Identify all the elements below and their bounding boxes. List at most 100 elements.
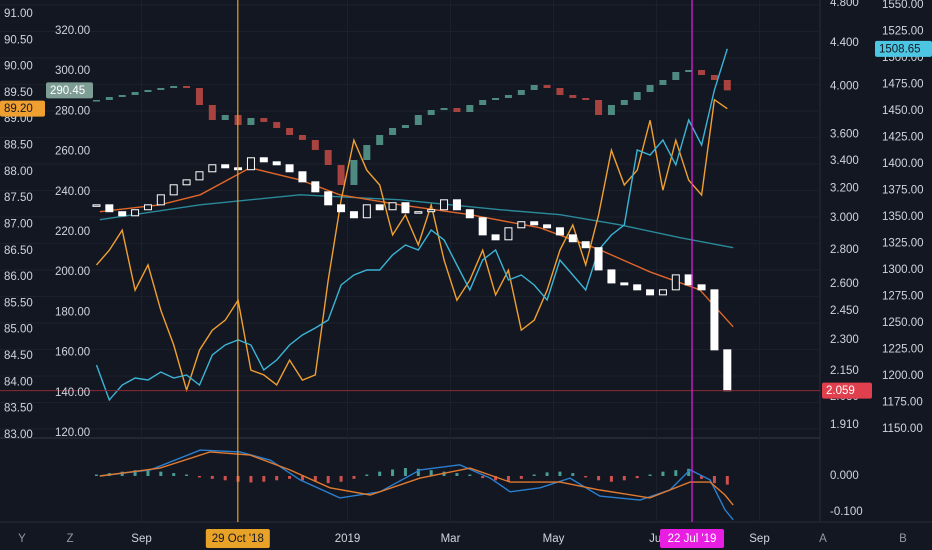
toolbar-button[interactable]: Z bbox=[66, 533, 73, 545]
histogram-bar bbox=[275, 475, 279, 481]
candle bbox=[324, 191, 333, 206]
candle bbox=[195, 171, 204, 181]
candle bbox=[620, 99, 628, 106]
y-tick-label: 180.00 bbox=[55, 306, 90, 318]
y-tick-label: 1525.00 bbox=[882, 26, 924, 38]
histogram-bar bbox=[519, 475, 523, 479]
price-label-box bbox=[46, 82, 93, 99]
y-tick-label: 1250.00 bbox=[882, 317, 924, 329]
y-tick-label: 90.50 bbox=[4, 34, 33, 46]
histogram-bar bbox=[712, 475, 716, 484]
y-tick-label: 83.50 bbox=[4, 403, 33, 415]
candle bbox=[607, 269, 616, 284]
y-tick-label: 87.00 bbox=[4, 218, 33, 230]
y-tick-label: 1300.00 bbox=[882, 264, 924, 276]
candle bbox=[427, 109, 435, 115]
candle bbox=[568, 234, 577, 243]
histogram-bar bbox=[506, 475, 510, 482]
histogram-bar bbox=[378, 471, 382, 476]
candle bbox=[697, 284, 706, 291]
y-tick-label: 3.000 bbox=[830, 212, 859, 224]
y-tick-label: 1425.00 bbox=[882, 132, 924, 144]
candle bbox=[672, 71, 680, 80]
candle bbox=[401, 125, 409, 128]
candle bbox=[105, 204, 114, 213]
candle bbox=[221, 164, 230, 169]
candle bbox=[324, 149, 332, 166]
candle bbox=[478, 217, 487, 236]
candle bbox=[349, 211, 358, 219]
candle bbox=[685, 69, 693, 72]
candle bbox=[633, 91, 641, 100]
candle bbox=[543, 85, 551, 88]
histogram-bar bbox=[648, 474, 652, 476]
candle bbox=[723, 349, 732, 392]
y-tick-label: 240.00 bbox=[55, 186, 90, 198]
price-label: 1508.65 bbox=[879, 43, 921, 55]
candle bbox=[363, 145, 371, 160]
candle bbox=[285, 164, 294, 173]
y-tick-label: 84.00 bbox=[4, 376, 33, 388]
candle bbox=[259, 157, 268, 163]
x-tick-label: Sep bbox=[131, 533, 151, 545]
line-series bbox=[99, 451, 734, 506]
candle bbox=[698, 69, 706, 75]
candle bbox=[389, 127, 397, 135]
candle bbox=[375, 204, 384, 211]
candle bbox=[92, 204, 101, 207]
candle bbox=[92, 99, 100, 102]
histogram-bar bbox=[391, 469, 395, 476]
candle bbox=[182, 179, 191, 186]
y-tick-label: 3.200 bbox=[830, 183, 859, 195]
candle bbox=[543, 224, 552, 229]
histogram-bar bbox=[674, 470, 678, 476]
histogram-bar bbox=[365, 474, 369, 476]
y-tick-label: 120.00 bbox=[55, 427, 90, 439]
y-tick-label: 280.00 bbox=[55, 105, 90, 117]
histogram-bar bbox=[352, 475, 356, 479]
candle bbox=[221, 114, 229, 120]
toolbar-button[interactable]: Y bbox=[18, 533, 26, 545]
candle bbox=[492, 97, 500, 100]
price-label: 290.45 bbox=[50, 85, 85, 97]
y-tick-label: 84.50 bbox=[4, 350, 33, 362]
histogram-bar bbox=[94, 474, 98, 476]
annotation-label-box bbox=[660, 529, 725, 548]
y-tick-label: 3.400 bbox=[830, 155, 859, 167]
histogram-bar bbox=[223, 475, 227, 481]
y-tick-label: 2.300 bbox=[830, 334, 859, 346]
histogram-bar bbox=[468, 474, 472, 476]
y-tick-label: 2.600 bbox=[830, 278, 859, 290]
candle bbox=[118, 211, 127, 217]
candle bbox=[710, 289, 719, 351]
candle bbox=[208, 105, 216, 120]
x-tick-label: Mar bbox=[441, 533, 461, 545]
histogram-bar bbox=[597, 475, 601, 481]
candle bbox=[273, 121, 281, 128]
price-label-box bbox=[875, 40, 932, 57]
histogram-bar bbox=[288, 475, 292, 479]
histogram-bar bbox=[532, 474, 536, 476]
line-series bbox=[95, 98, 728, 393]
candle bbox=[530, 85, 538, 90]
y-tick-label: 1200.00 bbox=[882, 370, 924, 382]
y-tick-label: 1.910 bbox=[830, 419, 859, 431]
histogram-bar bbox=[197, 475, 201, 478]
candle bbox=[491, 234, 500, 241]
toolbar-button[interactable]: B bbox=[899, 533, 907, 545]
candle bbox=[504, 94, 512, 98]
y-tick-label: 88.50 bbox=[4, 140, 33, 152]
y-tick-label: 220.00 bbox=[55, 226, 90, 238]
candle bbox=[556, 87, 564, 95]
candle bbox=[659, 79, 667, 86]
candle bbox=[581, 241, 590, 249]
histogram-bar bbox=[133, 470, 137, 476]
candle bbox=[440, 199, 449, 211]
candle bbox=[595, 99, 603, 115]
y-tick-label: 1475.00 bbox=[882, 79, 924, 91]
candle bbox=[298, 134, 306, 140]
y-tick-label: 4.400 bbox=[830, 37, 859, 49]
toolbar-button[interactable]: A bbox=[819, 533, 827, 545]
